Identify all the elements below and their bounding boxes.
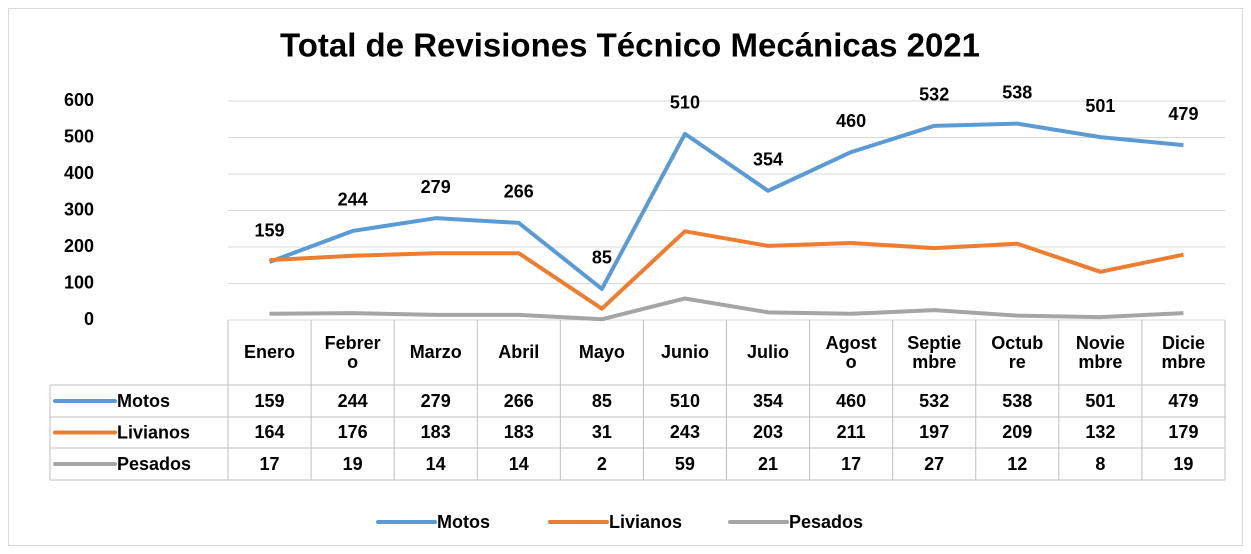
data-label: 538	[1002, 82, 1032, 102]
table-value: 8	[1095, 453, 1106, 474]
table-value: 14	[425, 453, 446, 474]
data-label: 279	[421, 177, 451, 197]
y-tick-label: 200	[64, 236, 94, 256]
table-value: 203	[753, 422, 784, 442]
category-label: Octubre	[991, 332, 1044, 372]
table-value: 510	[669, 390, 700, 411]
table-value: 19	[1173, 453, 1194, 474]
table-value: 532	[919, 390, 950, 411]
legend-label: Motos	[437, 512, 490, 532]
category-label: Agosto	[825, 332, 877, 372]
table-value: 183	[503, 422, 534, 442]
table-value: 209	[1002, 422, 1033, 442]
table-value: 164	[254, 422, 285, 442]
table-value: 85	[591, 390, 612, 411]
table-value: 460	[836, 390, 867, 411]
table-value: 354	[753, 390, 784, 411]
table-value: 243	[669, 422, 700, 442]
table-value: 17	[259, 453, 280, 474]
data-label: 354	[753, 150, 783, 170]
series-line	[269, 229, 1184, 311]
data-label: 479	[1168, 104, 1198, 124]
series-line	[269, 296, 1184, 322]
category-label: Diciembre	[1161, 332, 1206, 372]
table-value: 183	[420, 422, 451, 442]
table-value: 179	[1168, 422, 1199, 442]
data-label: 460	[836, 111, 866, 131]
table-value: 59	[674, 453, 695, 474]
table-value: 132	[1085, 422, 1116, 442]
table-series-name: Motos	[117, 391, 170, 411]
legend-label: Pesados	[789, 512, 863, 532]
category-label: Noviembre	[1075, 332, 1125, 372]
y-tick-label: 0	[84, 309, 94, 329]
category-label: Enero	[244, 342, 296, 362]
table-value: 19	[342, 453, 363, 474]
chart-title: Total de Revisiones Técnico Mecánicas 20…	[280, 27, 980, 64]
legend-label: Livianos	[609, 512, 682, 532]
table-value: 12	[1007, 453, 1028, 474]
category-label: Mayo	[578, 342, 625, 362]
table-value: 176	[337, 422, 368, 442]
table-series-name: Pesados	[117, 454, 191, 474]
y-tick-label: 500	[64, 126, 94, 146]
table-value: 244	[337, 390, 368, 411]
table-value: 266	[503, 390, 534, 411]
data-label: 85	[592, 248, 612, 268]
y-tick-label: 100	[64, 272, 94, 292]
table-value: 21	[758, 453, 779, 474]
data-label: 244	[338, 190, 368, 210]
data-label: 532	[919, 85, 949, 105]
category-label: Febrero	[324, 332, 381, 372]
table-value: 538	[1002, 390, 1033, 411]
data-label: 266	[504, 182, 534, 202]
category-label: Julio	[747, 342, 790, 362]
table-series-name: Livianos	[117, 422, 190, 442]
table-value: 31	[591, 422, 612, 442]
table-value: 17	[841, 453, 862, 474]
data-label: 510	[670, 93, 700, 113]
table-value: 197	[919, 422, 950, 442]
table-value: 2	[596, 453, 607, 474]
y-tick-label: 400	[64, 163, 94, 183]
table-value: 27	[924, 453, 945, 474]
table-value: 159	[254, 390, 285, 411]
series-line	[268, 121, 1184, 291]
table-value: 279	[420, 390, 451, 411]
y-tick-label: 300	[64, 199, 94, 219]
table-value: 501	[1085, 390, 1116, 411]
category-label: Marzo	[409, 342, 462, 362]
y-tick-label: 600	[64, 90, 94, 110]
category-label: Junio	[660, 342, 709, 362]
chart-border	[8, 8, 1243, 546]
table-value: 479	[1168, 390, 1199, 411]
table-value: 211	[836, 422, 866, 442]
data-label: 159	[255, 221, 285, 241]
data-label: 501	[1085, 96, 1115, 116]
category-label: Septiembre	[907, 332, 962, 372]
table-value: 14	[508, 453, 529, 474]
category-label: Abril	[498, 342, 540, 362]
